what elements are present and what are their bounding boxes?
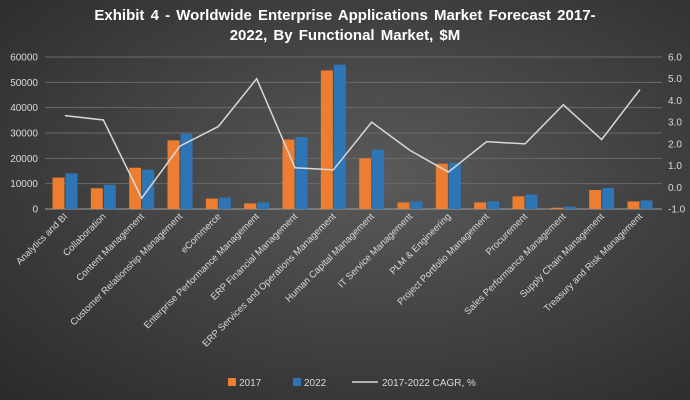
left-axis-tick: 50000	[10, 78, 38, 89]
category-label: IT Service Management	[336, 211, 415, 290]
bar-2017	[474, 202, 487, 209]
chart-title-line-2: 2022, By Functional Market, $M	[229, 27, 461, 44]
left-axis-tick: 30000	[10, 129, 38, 140]
bar-2017	[244, 203, 257, 209]
category-label: Content Management	[74, 211, 147, 284]
bar-2022	[65, 173, 78, 209]
right-axis-tick: 6.0	[668, 53, 682, 64]
bar-2017	[282, 139, 295, 209]
cagr-line	[64, 77, 641, 200]
right-axis-tick: 1.0	[668, 161, 682, 172]
bar-2017	[550, 207, 563, 209]
bar-2017	[627, 201, 640, 209]
bar-2022	[563, 206, 576, 209]
bar-2022	[218, 197, 231, 209]
legend-swatch-2022	[293, 378, 301, 386]
legend-label: 2017	[239, 378, 262, 389]
right-axis-tick: 5.0	[668, 74, 682, 85]
left-axis-tick: 0	[32, 205, 38, 216]
left-axis-tick: 40000	[10, 103, 38, 114]
bar-2017	[129, 167, 142, 209]
chart-title: Exhibit 4 - Worldwide Enterprise Applica…	[0, 6, 690, 46]
category-label: ERP Services and Operations Management	[200, 211, 338, 349]
left-axis-tick: 60000	[10, 53, 38, 64]
right-axis-tick: 4.0	[668, 96, 682, 107]
bar-2017	[90, 188, 103, 209]
left-axis-tick: 20000	[10, 154, 38, 165]
legend-label: 2017-2022 CAGR, %	[382, 378, 476, 389]
bar-2022	[103, 184, 116, 209]
bar-2017	[167, 140, 180, 209]
right-axis-tick: -1.0	[668, 205, 686, 216]
bar-2017	[397, 202, 410, 209]
chart-title-line-1: Exhibit 4 - Worldwide Enterprise Applica…	[94, 7, 596, 24]
bar-2022	[180, 133, 193, 209]
right-axis-tick: 2.0	[668, 139, 682, 150]
bar-2022	[525, 194, 538, 209]
legend-label: 2022	[304, 378, 327, 389]
bar-2022	[487, 201, 500, 209]
bar-2022	[640, 200, 653, 209]
category-label: Analytics and BI	[14, 211, 70, 267]
bar-2022	[448, 162, 461, 209]
bar-2017	[359, 158, 372, 209]
bar-2017	[52, 177, 65, 209]
bar-2017	[320, 70, 333, 209]
bar-2022	[295, 137, 308, 209]
legend-swatch-2017	[228, 378, 236, 386]
bar-2017	[205, 198, 218, 209]
bar-2022	[257, 202, 270, 209]
left-axis-tick: 10000	[10, 179, 38, 190]
bar-2022	[602, 187, 615, 209]
bar-2022	[410, 201, 423, 209]
bar-2022	[372, 149, 385, 209]
bar-2022	[333, 64, 346, 209]
right-axis-tick: 3.0	[668, 118, 682, 129]
bar-2017	[435, 163, 448, 209]
bar-2017	[512, 196, 525, 209]
right-axis-tick: 0.0	[668, 183, 682, 194]
bar-2017	[589, 190, 602, 209]
